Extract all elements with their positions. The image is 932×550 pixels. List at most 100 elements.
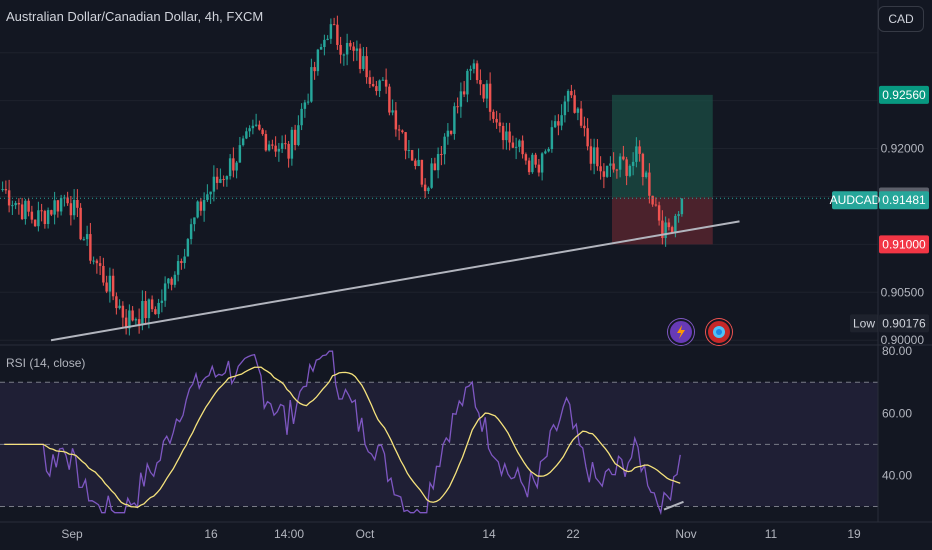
candle-body bbox=[410, 150, 414, 161]
candle-body bbox=[524, 154, 528, 161]
candle-body bbox=[485, 83, 489, 99]
candle-body bbox=[501, 126, 505, 141]
candle-body bbox=[271, 144, 274, 146]
candle-body bbox=[300, 108, 303, 126]
candle-body bbox=[92, 260, 95, 262]
trendline bbox=[50, 220, 740, 342]
rsi-band bbox=[0, 382, 878, 507]
event-badge-icon[interactable] bbox=[706, 319, 732, 345]
candle-body bbox=[433, 163, 437, 171]
candle-body bbox=[141, 300, 144, 326]
candle-body bbox=[368, 77, 372, 84]
candle-body bbox=[118, 305, 121, 309]
candle-body bbox=[329, 24, 333, 39]
candle-body bbox=[258, 124, 261, 130]
candle-body bbox=[20, 204, 24, 220]
chart-title: Australian Dollar/Canadian Dollar, 4h, F… bbox=[6, 9, 264, 24]
candle-body bbox=[102, 265, 105, 283]
candle-body bbox=[391, 110, 394, 113]
candle-body bbox=[482, 84, 485, 99]
candle-body bbox=[56, 200, 60, 212]
alert-badge-icon[interactable] bbox=[668, 319, 694, 345]
candle-body bbox=[579, 108, 583, 126]
candle-body bbox=[553, 121, 557, 128]
time-axis-label: Sep bbox=[61, 527, 83, 541]
candle-body bbox=[462, 91, 466, 95]
candle-body bbox=[293, 129, 297, 145]
candle-body bbox=[264, 134, 268, 151]
candle-body bbox=[14, 202, 17, 206]
candle-body bbox=[131, 310, 134, 321]
candle-body bbox=[319, 47, 323, 50]
candle-body bbox=[492, 111, 495, 119]
candle-body bbox=[657, 205, 661, 221]
candle-body bbox=[537, 164, 541, 173]
profit-zone bbox=[612, 94, 713, 198]
candle-body bbox=[664, 222, 667, 239]
candle-body bbox=[248, 128, 251, 132]
candle-body bbox=[274, 145, 277, 152]
time-axis-label: 22 bbox=[566, 527, 580, 541]
candle-body bbox=[219, 179, 222, 183]
candle-body bbox=[267, 144, 271, 151]
candle-body bbox=[605, 165, 609, 177]
candle-body bbox=[644, 172, 648, 177]
candle-body bbox=[7, 190, 11, 206]
candle-body bbox=[183, 256, 186, 264]
candle-body bbox=[228, 158, 232, 177]
currency-button[interactable]: CAD bbox=[878, 6, 924, 32]
candle-body bbox=[638, 146, 641, 154]
candle-body bbox=[495, 118, 498, 123]
candle-body bbox=[170, 278, 173, 285]
time-axis-label: Oct bbox=[356, 527, 375, 541]
candle-body bbox=[384, 79, 388, 87]
candle-body bbox=[251, 125, 255, 129]
candle-body bbox=[33, 219, 37, 227]
candle-body bbox=[423, 184, 427, 192]
candle-body bbox=[50, 210, 53, 215]
candle-body bbox=[362, 56, 365, 69]
candle-body bbox=[654, 204, 658, 206]
candle-body bbox=[596, 147, 599, 167]
candle-body bbox=[599, 166, 602, 172]
candle-body bbox=[46, 210, 50, 225]
candle-body bbox=[82, 239, 86, 241]
candle-body bbox=[323, 39, 326, 48]
candle-body bbox=[196, 201, 199, 218]
candle-body bbox=[475, 63, 479, 81]
candle-body bbox=[290, 129, 294, 159]
price-axis-tick: 0.90000 bbox=[881, 333, 925, 347]
candle-body bbox=[498, 122, 502, 127]
candle-body bbox=[69, 203, 73, 216]
candle-body bbox=[147, 299, 151, 319]
candle-body bbox=[394, 110, 398, 130]
candle-body bbox=[238, 145, 242, 163]
candle-body bbox=[479, 80, 482, 85]
candle-body bbox=[472, 63, 476, 69]
candle-body bbox=[222, 179, 225, 181]
candle-body bbox=[85, 234, 89, 240]
candle-body bbox=[105, 282, 108, 292]
candle-body bbox=[680, 198, 684, 215]
candle-body bbox=[150, 299, 154, 310]
candle-body bbox=[306, 101, 310, 103]
candle-body bbox=[157, 302, 160, 315]
candle-body bbox=[186, 239, 190, 257]
candle-body bbox=[215, 176, 219, 183]
candle-body bbox=[1, 189, 4, 191]
candle-body bbox=[446, 130, 450, 137]
candle-body bbox=[443, 136, 446, 155]
candle-body bbox=[297, 125, 300, 145]
candle-body bbox=[488, 83, 492, 112]
candle-body bbox=[76, 200, 79, 208]
low-tag-bg bbox=[850, 314, 878, 333]
time-axis-label: Nov bbox=[675, 527, 696, 541]
candle-body bbox=[589, 146, 593, 164]
rsi-trendline bbox=[663, 500, 684, 511]
candle-body bbox=[375, 86, 378, 92]
current-price-label: 0.91481 bbox=[882, 193, 926, 207]
candle-body bbox=[206, 194, 209, 201]
candle-body bbox=[414, 160, 417, 166]
candle-body bbox=[332, 24, 336, 26]
